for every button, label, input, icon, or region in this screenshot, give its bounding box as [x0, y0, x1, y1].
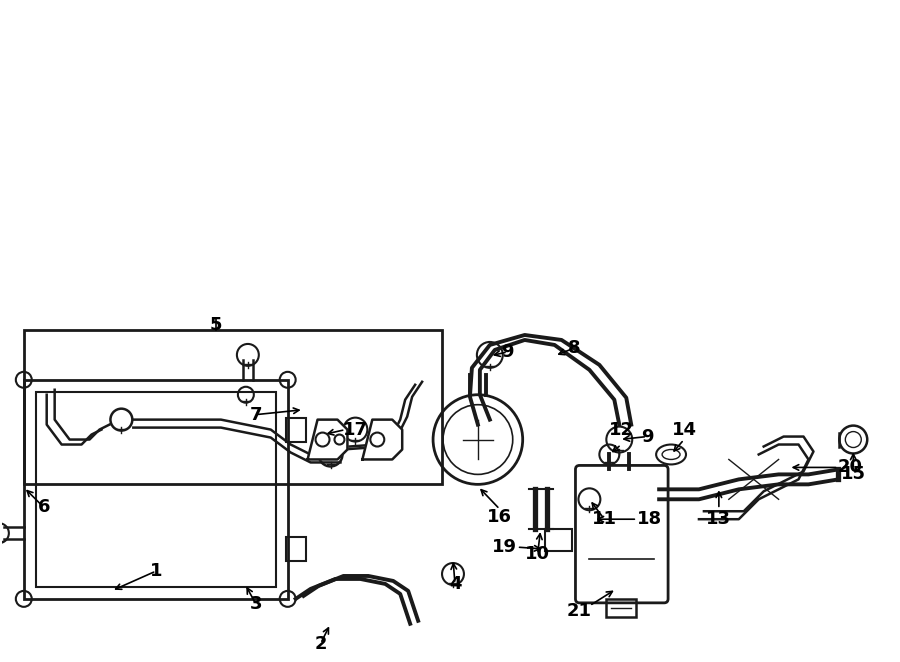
- Text: 16: 16: [487, 508, 512, 526]
- Text: 8: 8: [568, 339, 580, 357]
- Text: 21: 21: [567, 602, 592, 620]
- Text: 17: 17: [343, 420, 368, 439]
- Text: 12: 12: [608, 420, 634, 439]
- Bar: [285, 537, 306, 561]
- Text: 11: 11: [592, 510, 617, 528]
- Polygon shape: [308, 420, 347, 459]
- Text: 9: 9: [641, 428, 653, 446]
- Text: 4: 4: [449, 575, 461, 593]
- Text: 10: 10: [525, 545, 550, 563]
- Text: 2: 2: [314, 635, 327, 653]
- Bar: [544, 529, 572, 551]
- Text: 3: 3: [249, 595, 262, 613]
- Bar: [23, 330, 442, 485]
- Text: 7: 7: [249, 406, 262, 424]
- Polygon shape: [363, 420, 402, 459]
- Text: 6: 6: [38, 498, 50, 516]
- Bar: [23, 380, 288, 599]
- Text: 5: 5: [210, 316, 222, 334]
- Text: 13: 13: [706, 510, 732, 528]
- Text: 20: 20: [838, 458, 863, 477]
- Text: 1: 1: [150, 562, 163, 580]
- Text: 9: 9: [501, 343, 514, 361]
- Bar: [36, 392, 275, 587]
- Bar: [285, 418, 306, 442]
- Text: 14: 14: [671, 420, 697, 439]
- Text: 18: 18: [636, 510, 662, 528]
- Text: 19: 19: [492, 538, 517, 556]
- Text: 15: 15: [841, 465, 866, 483]
- Bar: [607, 599, 636, 617]
